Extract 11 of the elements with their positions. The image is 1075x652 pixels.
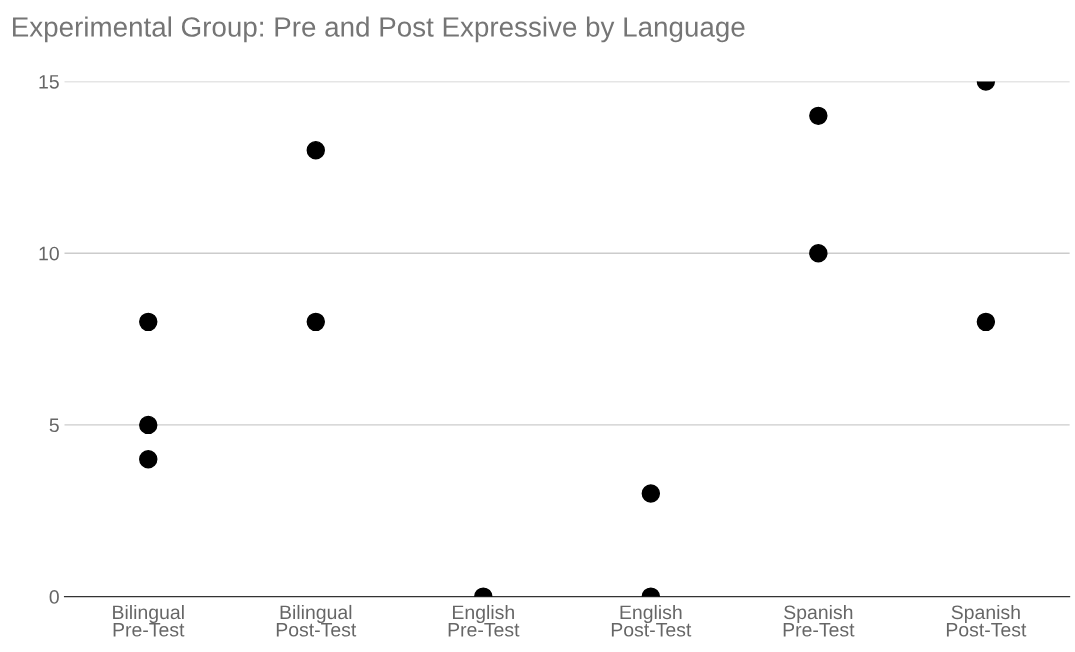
y-tick-label: 0: [49, 590, 59, 604]
x-tick-label: English Pre-Test: [448, 604, 520, 637]
x-tick-label: English Post-Test: [611, 604, 692, 637]
x-tick-label: Spanish Post-Test: [946, 604, 1027, 637]
chart-title: Experimental Group: Pre and Post Expressive by Language: [13, 16, 745, 43]
x-tick-label: Bilingual Post-Test: [276, 604, 357, 637]
x-tick-label: Spanish Pre-Test: [783, 604, 855, 637]
y-tick-label: 5: [49, 418, 59, 433]
x-tick-label: Bilingual Pre-Test: [113, 604, 185, 637]
y-tick-label: 15: [39, 75, 59, 89]
y-tick-label: 10: [39, 246, 59, 261]
